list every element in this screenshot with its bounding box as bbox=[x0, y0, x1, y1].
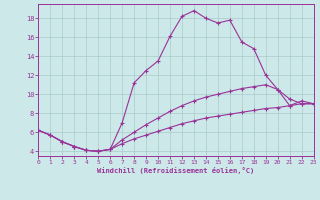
X-axis label: Windchill (Refroidissement éolien,°C): Windchill (Refroidissement éolien,°C) bbox=[97, 167, 255, 174]
